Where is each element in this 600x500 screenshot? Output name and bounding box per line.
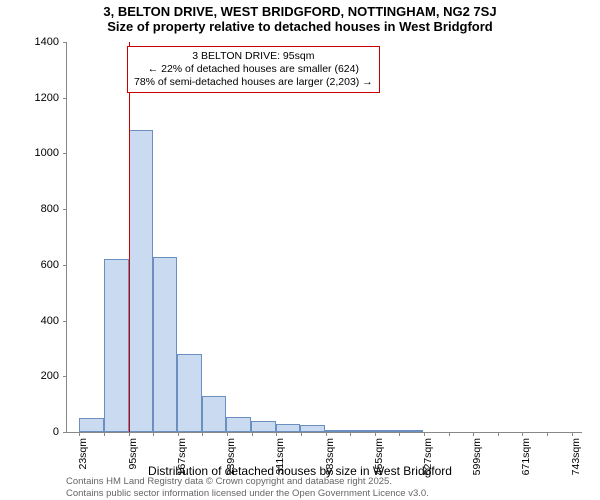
- x-tick-mark: [227, 432, 228, 436]
- y-tick-mark: [63, 98, 67, 99]
- annotation-line-2: ← 22% of detached houses are smaller (62…: [134, 63, 373, 76]
- x-tick-mark: [79, 432, 80, 436]
- footer-line-1: Contains HM Land Registry data © Crown c…: [66, 476, 429, 487]
- histogram-bar: [177, 354, 202, 432]
- chart-footer: Contains HM Land Registry data © Crown c…: [66, 476, 429, 499]
- chart-title-sub: Size of property relative to detached ho…: [0, 19, 600, 34]
- x-tick-mark: [522, 432, 523, 436]
- x-tick-mark: [301, 432, 302, 436]
- x-tick-mark: [153, 432, 154, 436]
- histogram-bar: [202, 396, 227, 432]
- x-tick-mark: [104, 432, 105, 436]
- x-tick-mark: [178, 432, 179, 436]
- chart-title-main: 3, BELTON DRIVE, WEST BRIDGFORD, NOTTING…: [0, 0, 600, 19]
- histogram-bar: [79, 418, 104, 432]
- x-tick-mark: [473, 432, 474, 436]
- x-tick-mark: [350, 432, 351, 436]
- x-tick-mark: [326, 432, 327, 436]
- y-tick-mark: [63, 153, 67, 154]
- y-tick-mark: [63, 265, 67, 266]
- y-tick-mark: [63, 42, 67, 43]
- x-tick-mark: [276, 432, 277, 436]
- chart-container: 3, BELTON DRIVE, WEST BRIDGFORD, NOTTING…: [0, 0, 600, 500]
- x-tick-mark: [252, 432, 253, 436]
- x-tick-mark: [424, 432, 425, 436]
- x-tick-mark: [375, 432, 376, 436]
- x-tick-mark: [498, 432, 499, 436]
- y-tick-mark: [63, 432, 67, 433]
- x-tick-mark: [129, 432, 130, 436]
- x-tick-mark: [202, 432, 203, 436]
- x-tick-mark: [572, 432, 573, 436]
- annotation-box: 3 BELTON DRIVE: 95sqm ← 22% of detached …: [127, 46, 380, 93]
- y-tick-mark: [63, 321, 67, 322]
- y-tick-mark: [63, 209, 67, 210]
- histogram-bar: [300, 425, 325, 432]
- histogram-bar: [153, 257, 177, 433]
- plot-area: 020040060080010001200140023sqm95sqm167sq…: [66, 42, 582, 433]
- footer-line-2: Contains public sector information licen…: [66, 488, 429, 499]
- annotation-line-1: 3 BELTON DRIVE: 95sqm: [134, 50, 373, 63]
- histogram-bar: [373, 430, 398, 432]
- annotation-line-3: 78% of semi-detached houses are larger (…: [134, 76, 373, 89]
- x-tick-mark: [547, 432, 548, 436]
- reference-marker-line: [129, 42, 131, 432]
- histogram-bar: [226, 417, 251, 432]
- x-tick-mark: [449, 432, 450, 436]
- histogram-bar: [349, 430, 374, 432]
- histogram-bar: [325, 430, 349, 432]
- histogram-bar: [276, 424, 301, 432]
- histogram-bar: [398, 430, 423, 432]
- histogram-bar: [129, 130, 154, 432]
- x-tick-mark: [399, 432, 400, 436]
- histogram-bar: [104, 259, 129, 432]
- y-tick-mark: [63, 376, 67, 377]
- histogram-bar: [251, 421, 276, 432]
